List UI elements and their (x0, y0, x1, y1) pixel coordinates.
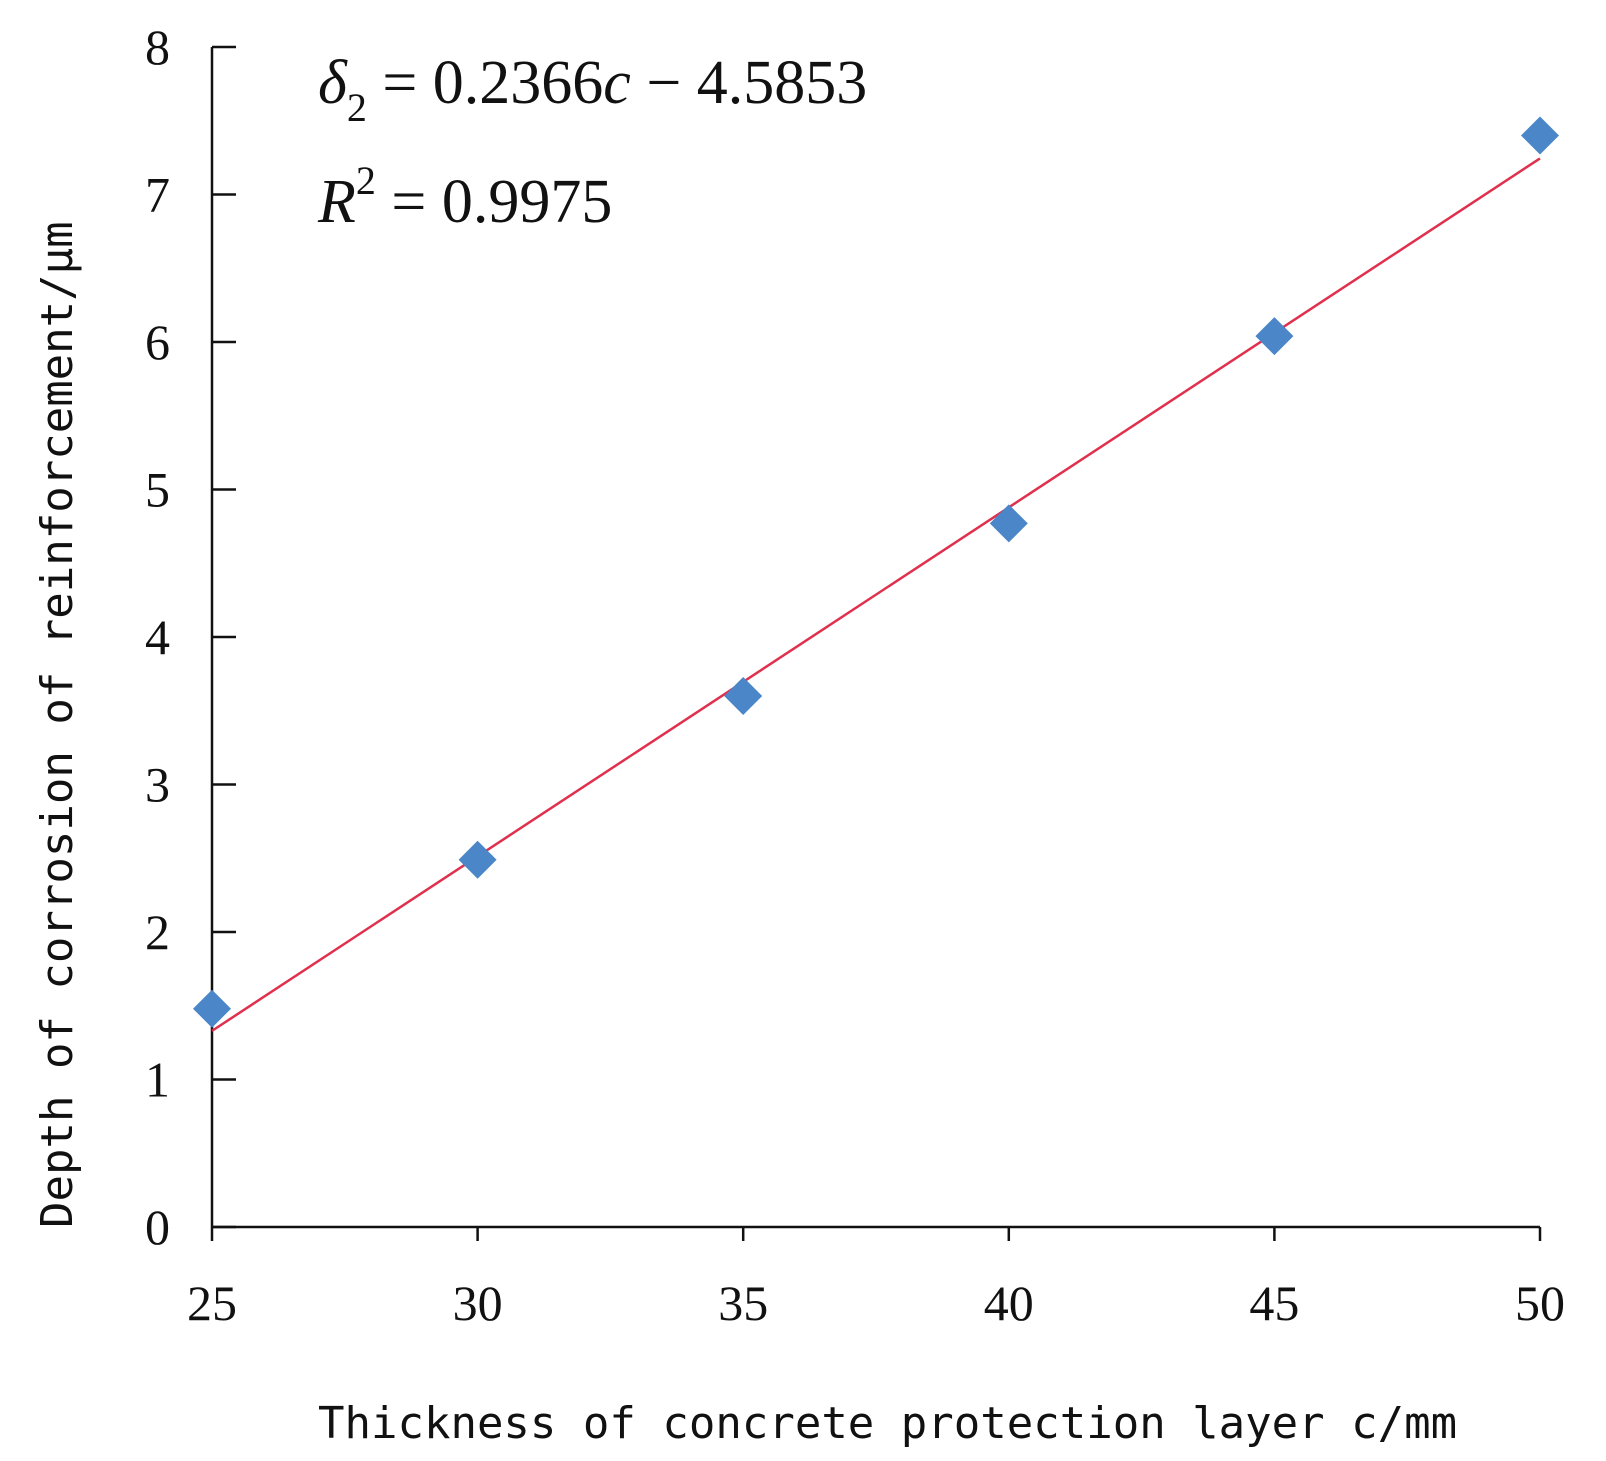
data-point (724, 677, 763, 715)
data-point (989, 504, 1028, 543)
r-squared-superscript: 2 (356, 158, 376, 203)
r-squared-value: = 0.9975 (376, 168, 612, 236)
equation-rhs-suffix: − 4.5853 (631, 49, 867, 117)
equation-rhs-var: c (603, 49, 631, 117)
y-tick-label: 7 (145, 167, 170, 223)
x-tick-label: 35 (718, 1275, 768, 1331)
equation-rhs-prefix: = 0.2366 (367, 49, 603, 117)
fit-line-group (211, 157, 1541, 1032)
regression-equation: δ2 = 0.2366c − 4.5853 (318, 49, 867, 130)
data-point (1521, 116, 1559, 155)
y-tick-label: 2 (145, 904, 170, 960)
y-tick-label: 1 (145, 1052, 170, 1108)
data-point (1255, 317, 1294, 356)
y-tick-label: 6 (145, 314, 170, 370)
x-tick-label: 40 (984, 1275, 1034, 1331)
x-tick-label: 45 (1249, 1275, 1299, 1331)
y-tick-label: 4 (145, 609, 170, 665)
data-points (193, 116, 1559, 1028)
r-squared: R2 = 0.9975 (317, 158, 612, 236)
x-tick-label: 50 (1515, 1275, 1565, 1331)
equation-lhs-subscript: 2 (347, 85, 367, 130)
fit-line (211, 157, 1541, 1032)
data-point (193, 989, 231, 1028)
x-axis-ticks: 25 30 35 40 45 50 (187, 1227, 1565, 1331)
x-tick-label: 30 (453, 1275, 503, 1331)
y-axis-ticks: 0 1 2 3 4 5 6 7 8 (145, 19, 236, 1255)
r-squared-symbol: R (317, 168, 356, 236)
y-tick-label: 8 (145, 19, 170, 75)
x-axis-title: Thickness of concrete protection layer c… (318, 1398, 1457, 1449)
equation-lhs-symbol: δ (318, 49, 348, 117)
data-point (458, 840, 497, 879)
x-tick-label: 25 (187, 1275, 237, 1331)
y-axis-title: Depth of corrosion of reinforcement/μm (32, 221, 83, 1228)
y-tick-label: 5 (145, 462, 170, 518)
y-tick-label: 0 (145, 1199, 170, 1255)
y-tick-label: 3 (145, 757, 170, 813)
